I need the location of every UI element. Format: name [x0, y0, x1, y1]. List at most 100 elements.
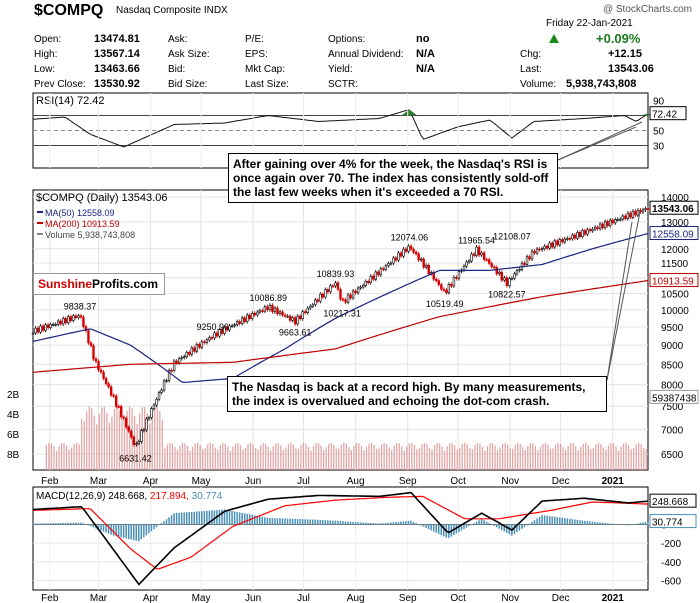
macd-histogram-bar [226, 509, 228, 525]
price-candle-body [251, 312, 254, 319]
volume-bar [408, 443, 410, 470]
volume-bar [48, 442, 50, 470]
price-candle-body [538, 248, 541, 251]
stat-label: EPS: [245, 49, 268, 60]
macd-histogram-bar [324, 520, 327, 525]
stat-value: 13543.06 [608, 63, 654, 75]
volume-bar [612, 443, 615, 470]
price-candle-body [364, 281, 367, 286]
volume-bar [159, 410, 161, 470]
price-candle-body [341, 298, 345, 301]
price-candle-body [394, 257, 398, 261]
macd-histogram-bar [337, 520, 339, 525]
macd-histogram-bar [561, 517, 564, 525]
macd-histogram-bar [143, 524, 145, 538]
price-candle-body [288, 315, 292, 321]
volume-bar [343, 442, 345, 470]
price-candle-body [193, 347, 196, 352]
volume-bar [542, 443, 544, 470]
macd-histogram-bar [332, 520, 334, 525]
volume-bar [330, 442, 332, 470]
volume-bar [461, 444, 463, 470]
price-candle-body [377, 271, 380, 276]
macd-histogram-bar [211, 510, 213, 525]
price-candle-body [488, 259, 491, 264]
volume-bar [625, 442, 627, 470]
volume-bar [605, 449, 607, 470]
price-candle-body [626, 212, 630, 219]
macd-histogram-bar [359, 522, 362, 525]
macd-histogram-bar [44, 523, 47, 525]
volume-bar [53, 446, 55, 470]
price-candle-body [346, 294, 350, 303]
volume-bar [527, 445, 529, 470]
volume-bar [501, 443, 504, 470]
price-candle-body [508, 278, 511, 286]
price-candle-body [445, 289, 448, 294]
price-candle-body [490, 263, 493, 268]
stat-label: Annual Dividend: [328, 49, 404, 60]
macd-histogram-bar [180, 512, 183, 525]
macd-histogram-bar [513, 524, 516, 534]
price-candle-body [374, 271, 377, 280]
stat-value: 13463.66 [94, 63, 140, 75]
macd-histogram-bar [437, 524, 440, 535]
price-candle-body [543, 245, 546, 249]
price-candle-body [367, 281, 370, 284]
volume-bar [113, 408, 116, 470]
volume-bar [144, 407, 146, 470]
stat-label: Yield: [328, 64, 353, 75]
volume-bar [280, 445, 282, 470]
price-candle-body [281, 311, 284, 316]
price-candle-body [67, 316, 70, 324]
volume-bar [368, 443, 370, 470]
macd-histogram-bar [639, 523, 642, 525]
volume-bar [340, 444, 342, 470]
macd-histogram-bar [495, 524, 498, 528]
legend-entry: Volume 5,938,743,808 [45, 230, 135, 240]
macd-histogram-bar [501, 524, 503, 531]
macd-histogram-bar [367, 522, 369, 525]
macd-histogram-bar [518, 524, 521, 531]
price-candle-body [414, 251, 418, 255]
volume-bar [136, 423, 138, 470]
x-tick-label: May [192, 476, 211, 487]
price-candle-body [283, 314, 287, 317]
volume-tick-label: 6B [7, 430, 20, 441]
stat-value: no [416, 33, 430, 45]
price-candle-body [195, 344, 199, 352]
volume-bar [252, 444, 254, 470]
macd-histogram-bar [67, 522, 69, 525]
rsi-tick-label: 30 [653, 142, 665, 153]
macd-tick-label: -400 [661, 558, 681, 569]
macd-histogram-bar [533, 520, 536, 525]
volume-bar [418, 447, 421, 470]
price-candle-body [470, 253, 473, 262]
price-candle-body [361, 285, 365, 288]
volume-bar [169, 442, 171, 470]
price-candle-body [62, 318, 65, 325]
volume-bar [436, 442, 438, 470]
price-candle-body [563, 238, 567, 243]
macd-histogram-bar [57, 523, 59, 525]
macd-histogram-bar [75, 522, 77, 525]
volume-bar [335, 448, 337, 470]
price-candle-body [593, 226, 597, 230]
volume-bar [378, 448, 380, 470]
price-candle-body [99, 369, 103, 373]
price-candle-body [540, 248, 544, 250]
rsi-last-box [649, 106, 687, 121]
macd-histogram-bar [233, 511, 236, 525]
volume-bar [328, 443, 330, 470]
volume-bar [428, 447, 431, 470]
price-candle-body [440, 284, 443, 290]
macd-histogram-bar [269, 517, 271, 525]
price-candle-body [180, 357, 183, 359]
macd-histogram-bar [39, 523, 42, 525]
price-candle-body [140, 430, 143, 442]
price-candle-body [535, 248, 539, 254]
price-candle-body [34, 327, 37, 334]
macd-histogram-bar [523, 524, 526, 528]
price-point-label: 9838.37 [64, 301, 97, 311]
quote-header: $COMPQ Nasdaq Composite INDX @ StockChar… [0, 0, 700, 90]
